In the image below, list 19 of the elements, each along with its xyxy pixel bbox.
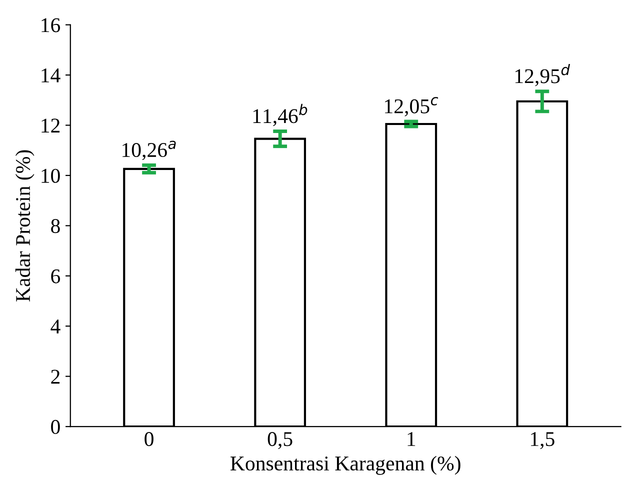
y-tick-label: 16 (42, 18, 60, 32)
x-axis-title: Konsentrasi Karagenan (%) (230, 456, 460, 475)
data-label: 12,95$^{d}$ (515, 64, 570, 86)
data-label: 12,05$^{c}$ (385, 97, 438, 116)
data-label: 11,46$^{b}$ (253, 104, 308, 126)
y-tick-label: 6 (51, 269, 60, 284)
y-tick-label: 10 (42, 168, 60, 183)
y-tick-label: 12 (42, 118, 60, 132)
y-axis-title: Kadar Protein (%) (15, 150, 34, 302)
y-tick-label: 0 (51, 420, 60, 434)
y-tick-label: 8 (51, 219, 60, 234)
y-tick-label: 2 (51, 370, 60, 384)
x-tick-label: 0 (144, 432, 154, 446)
x-tick-label: 1,5 (530, 432, 554, 450)
y-tick-label: 4 (50, 320, 60, 334)
x-tick-label: 1 (408, 432, 416, 446)
data-label: 10,26$^{a}$ (122, 140, 176, 160)
x-tick-label: 0,5 (268, 432, 292, 450)
y-tick-label: 14 (42, 68, 60, 82)
